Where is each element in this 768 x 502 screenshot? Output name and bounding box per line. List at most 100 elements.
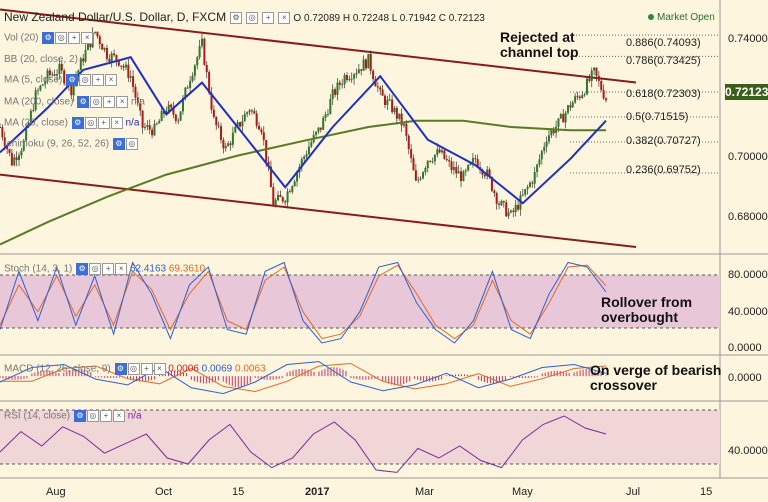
add-icon[interactable]: + [68, 32, 81, 44]
rsi-tick-40: 40.0000 [728, 445, 768, 457]
candle-body [585, 78, 588, 95]
settings-icon[interactable]: ⚙ [76, 263, 89, 275]
candle-body [8, 149, 11, 153]
candle-body [564, 112, 567, 123]
candle-body [571, 102, 574, 108]
toggle-icon[interactable]: ◎ [79, 74, 92, 86]
candle-body [215, 116, 218, 126]
toggle-icon[interactable]: ◎ [90, 96, 103, 108]
toggle-icon[interactable]: ◎ [125, 138, 138, 150]
toggle-icon[interactable]: ◎ [127, 363, 140, 375]
candle-body [227, 143, 230, 147]
stoch-label[interactable]: Stoch (14, 3, 1) ⚙ ◎ + × 62.4163 69.3610 [4, 263, 206, 275]
indicator-vol[interactable]: Vol (20) ⚙ ◎ + × [4, 32, 94, 44]
candle-body [203, 38, 206, 65]
x-tick-2017: 2017 [305, 486, 330, 498]
close-icon[interactable]: × [81, 32, 94, 44]
add-icon[interactable]: + [102, 263, 115, 275]
candle-body [450, 161, 453, 171]
settings-icon[interactable]: ⚙ [42, 32, 55, 44]
candle-body [222, 139, 225, 149]
candle-body [457, 171, 460, 174]
toggle-icon[interactable]: ◎ [55, 32, 68, 44]
candle-body [498, 203, 501, 206]
candle-body [417, 179, 420, 181]
close-icon[interactable]: × [115, 263, 128, 275]
candle-body [284, 201, 287, 203]
candle-body [578, 96, 581, 98]
candle-body [96, 31, 99, 37]
candle-body [464, 170, 467, 172]
candle-body [89, 42, 92, 48]
candle-body [315, 131, 318, 135]
close-icon[interactable]: × [110, 117, 123, 129]
candle-body [281, 197, 284, 202]
rsi-value: n/a [127, 410, 142, 422]
candle-body [483, 174, 486, 177]
x-tick-jul: Jul [626, 486, 641, 498]
candle-body [15, 157, 18, 161]
candle-body [212, 109, 215, 117]
candle-body [517, 204, 520, 210]
candle-body [543, 146, 546, 151]
close-icon[interactable]: × [116, 96, 129, 108]
settings-icon[interactable]: ⚙ [230, 12, 243, 25]
candle-body [208, 72, 211, 94]
candle-body [136, 97, 139, 104]
add-icon[interactable]: + [97, 117, 110, 129]
toggle-icon[interactable]: ◎ [86, 410, 99, 422]
close-icon[interactable]: × [153, 363, 166, 375]
candle-body [177, 120, 180, 122]
candle-body [322, 117, 325, 130]
indicator-ma5[interactable]: MA (5, close) ⚙ ◎ + × [4, 74, 118, 86]
candle-body [410, 149, 413, 159]
indicator-bb[interactable]: BB (20, close, 2) [4, 54, 78, 65]
candle-body [267, 161, 270, 167]
candle-body [395, 107, 398, 119]
candle-body [433, 154, 436, 162]
candle-body [37, 90, 40, 92]
add-icon[interactable]: + [99, 410, 112, 422]
rsi-label[interactable]: RSI (14, close) ⚙ ◎ + × n/a [4, 410, 142, 422]
add-icon[interactable]: + [103, 96, 116, 108]
annotation-rejected: Rejected at channel top [500, 29, 579, 60]
candle-body [239, 122, 242, 127]
candle-body [196, 57, 199, 66]
settings-icon[interactable]: ⚙ [77, 96, 90, 108]
settings-icon[interactable]: ⚙ [73, 410, 86, 422]
indicator-ma20[interactable]: MA (20, close) ⚙ ◎ + × n/a [4, 117, 140, 129]
toggle-icon[interactable]: ◎ [246, 12, 259, 25]
candle-body [234, 126, 237, 133]
candle-body [32, 110, 35, 112]
candle-body [521, 194, 524, 196]
candle-body [120, 65, 123, 67]
candle-body [310, 142, 313, 147]
toggle-icon[interactable]: ◎ [89, 263, 102, 275]
settings-icon[interactable]: ⚙ [66, 74, 79, 86]
add-icon[interactable]: + [92, 74, 105, 86]
macd-label[interactable]: MACD (12, 26, close, 9) ⚙ ◎ + × 0.0006 0.00… [4, 363, 266, 375]
candle-body [101, 44, 104, 50]
stoch-tick-40: 40.0000 [728, 306, 768, 318]
indicator-ichimoku[interactable]: Ichimoku (9, 26, 52, 26) ⚙ ◎ [4, 138, 138, 150]
candle-body [355, 73, 358, 75]
close-icon[interactable]: × [105, 74, 118, 86]
candle-body [367, 53, 370, 69]
settings-icon[interactable]: ⚙ [112, 138, 125, 150]
close-icon[interactable]: × [278, 12, 291, 25]
candle-body [117, 60, 120, 66]
candle-body [158, 120, 161, 124]
settings-icon[interactable]: ⚙ [71, 117, 84, 129]
indicator-ma200[interactable]: MA (200, close) ⚙ ◎ + × n/a [4, 96, 145, 108]
candle-body [44, 81, 47, 85]
toggle-icon[interactable]: ◎ [84, 117, 97, 129]
candle-body [58, 63, 61, 75]
close-icon[interactable]: × [112, 410, 125, 422]
candle-body [198, 45, 201, 58]
settings-icon[interactable]: ⚙ [114, 363, 127, 375]
add-icon[interactable]: + [262, 12, 275, 25]
add-icon[interactable]: + [140, 363, 153, 375]
candle-body [386, 99, 389, 106]
candle-body [60, 63, 63, 71]
